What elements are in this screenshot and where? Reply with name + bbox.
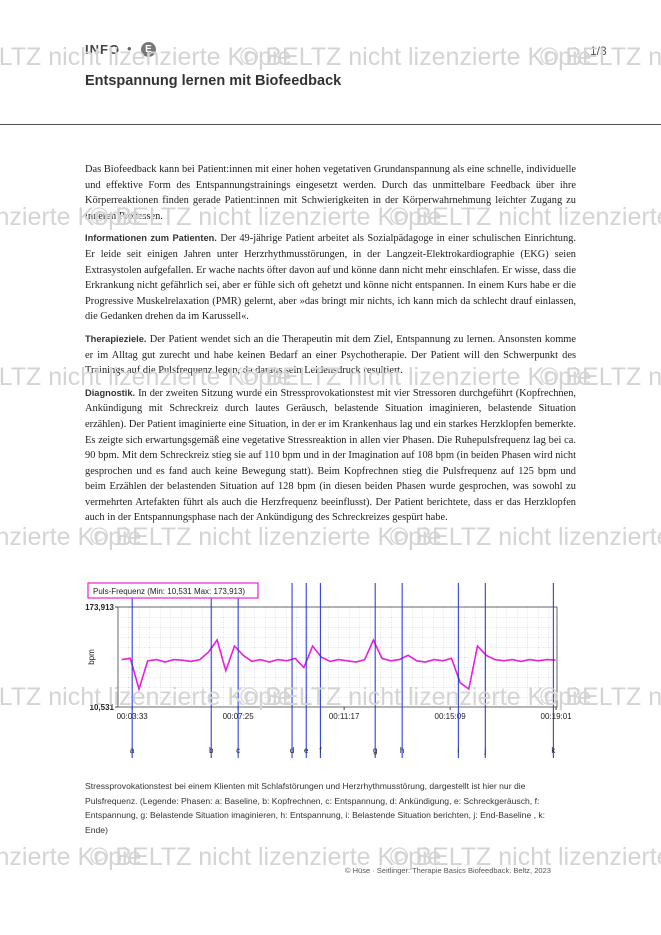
watermark: © BELTZ nicht lizenzierte Kopie	[390, 843, 661, 871]
watermark: © BELTZ nicht lizenzierte Kopie	[540, 43, 661, 71]
body-text: Das Biofeedback kann bei Patient:innen m…	[85, 162, 576, 533]
watermark: © BELTZ nicht lizenzierte Kopie	[0, 203, 141, 231]
footer: © Hüse · Seitlinger: Therapie Basics Bio…	[345, 866, 551, 875]
watermark: © BELTZ nicht lizenzierte Kopie	[540, 363, 661, 391]
paragraph-heading: Informationen zum Patienten.	[85, 233, 217, 244]
watermark: © BELTZ nicht lizenzierte Kopie	[90, 843, 441, 871]
rule	[0, 124, 661, 125]
phase-label: b	[209, 746, 214, 755]
paragraph: Das Biofeedback kann bei Patient:innen m…	[85, 162, 576, 224]
watermark: © BELTZ nicht lizenzierte Kopie	[240, 683, 591, 711]
paragraph-text: Der Patient wendet sich an die Therapeut…	[85, 333, 576, 377]
paragraph: Diagnostik. In der zweiten Sitzung wurde…	[85, 386, 576, 526]
paragraph-text: Der 49-jährige Patient arbeitet als Sozi…	[85, 233, 576, 323]
phase-label: d	[290, 746, 294, 755]
badge: E	[141, 42, 156, 57]
plot-area	[117, 606, 558, 708]
watermark: © BELTZ nicht lizenzierte Kopie	[240, 43, 591, 71]
watermark: © BELTZ nicht lizenzierte Kopie	[90, 523, 441, 551]
phase-label: h	[400, 746, 404, 755]
paragraph-heading: Diagnostik.	[85, 387, 136, 398]
info-label: INFO	[85, 42, 121, 57]
watermark: © BELTZ nicht lizenzierte Kopie	[0, 43, 291, 71]
watermark: © BELTZ nicht lizenzierte Kopie	[0, 683, 291, 711]
separator: •	[127, 41, 132, 56]
watermark: © BELTZ nicht lizenzierte Kopie	[0, 843, 141, 871]
paragraph-text: Das Biofeedback kann bei Patient:innen m…	[85, 164, 576, 222]
phase-label: i	[457, 746, 459, 755]
x-tick-label: 00:11:17	[329, 712, 360, 721]
phase-label: a	[130, 746, 135, 755]
watermark: © BELTZ nicht lizenzierte Kopie	[390, 523, 661, 551]
phase-label: k	[551, 746, 556, 755]
y-axis-label: bpm	[87, 649, 96, 665]
watermark: © BELTZ nicht lizenzierte Kopie	[390, 203, 661, 231]
paragraph: Therapieziele. Der Patient wendet sich a…	[85, 332, 576, 379]
watermark: © BELTZ nicht lizenzierte Kopie	[0, 523, 141, 551]
paragraph: Informationen zum Patienten. Der 49-jähr…	[85, 231, 576, 325]
phase-label: c	[236, 746, 240, 755]
x-tick-label: 00:19:01	[541, 712, 573, 721]
paragraph-text: In der zweiten Sitzung wurde ein Stressp…	[85, 387, 576, 524]
legend-text: Puls-Frequenz (Min: 10,531 Max: 173,913)	[93, 587, 245, 596]
page-number: 1/3	[590, 44, 607, 58]
title: Entspannung lernen mit Biofeedback	[85, 73, 342, 89]
phase-label: j	[483, 746, 486, 755]
x-tick-label: 00:15:09	[435, 712, 467, 721]
caption: Stressprovokationstest bei einem Kliente…	[85, 781, 546, 835]
paragraph-heading: Therapieziele.	[85, 333, 147, 344]
phase-label: g	[373, 746, 377, 755]
legend-box	[87, 582, 259, 599]
watermark: © BELTZ nicht lizenzierte Kopie	[240, 363, 591, 391]
watermark: © BELTZ nicht lizenzierte Kopie	[90, 203, 441, 231]
phase-label: e	[304, 746, 309, 755]
watermark: © BELTZ nicht lizenzierte Kopie	[0, 363, 291, 391]
y-tick-label: 10,531	[90, 703, 115, 712]
pulse-line	[121, 638, 556, 692]
watermark: © BELTZ nicht lizenzierte Kopie	[540, 683, 661, 711]
phase-label: f	[319, 746, 322, 755]
y-tick-label: 173,913	[85, 603, 114, 612]
